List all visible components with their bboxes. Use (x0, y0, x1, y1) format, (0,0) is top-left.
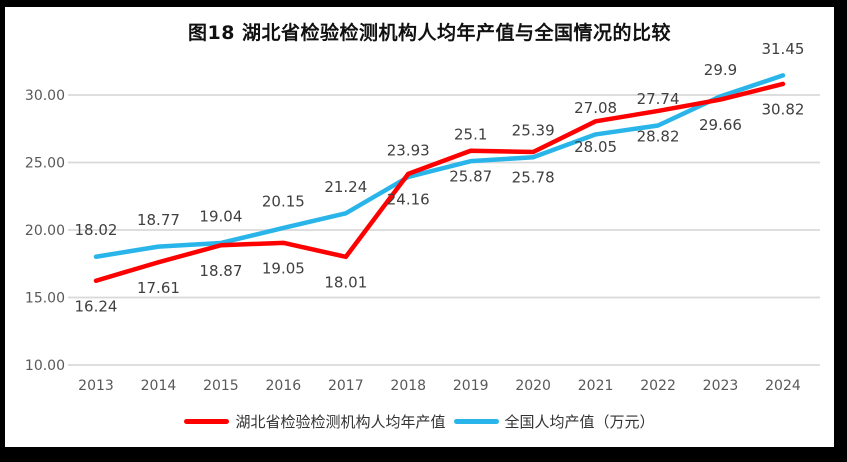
data-label: 25.1 (454, 126, 487, 144)
x-axis-tick-label: 2024 (765, 378, 801, 394)
data-label: 16.24 (75, 297, 118, 315)
data-label: 20.15 (262, 192, 305, 210)
data-label: 28.82 (637, 127, 680, 145)
series-line-1 (93, 73, 786, 259)
legend-label-national: 全国人均产值（万元） (504, 413, 655, 431)
chart-legend: 湖北省检验检测机构人均年产值 全国人均产值（万元） (5, 411, 834, 432)
y-axis-tick-label: 30.00 (25, 88, 65, 104)
x-axis-tick-label: 2022 (640, 378, 676, 394)
data-label: 17.61 (137, 279, 180, 297)
data-label: 31.45 (761, 40, 804, 58)
data-label: 30.82 (761, 100, 804, 118)
legend-label-hubei: 湖北省检验检测机构人均年产值 (235, 413, 446, 431)
chart-canvas[interactable]: 图18 湖北省检验检测机构人均年产值与全国情况的比较 30.00 25.00 20.… (5, 7, 834, 447)
data-label: 28.05 (574, 138, 617, 156)
data-label: 25.39 (512, 122, 555, 140)
data-label: 25.87 (449, 167, 492, 185)
y-axis-tick-label: 20.00 (25, 223, 65, 239)
x-axis-tick-label: 2016 (266, 378, 302, 394)
data-label: 29.66 (699, 116, 742, 134)
data-label: 25.78 (512, 168, 555, 186)
x-axis-tick-label: 2015 (203, 378, 239, 394)
data-label: 19.05 (262, 259, 305, 277)
x-axis-tick-label: 2020 (515, 378, 551, 394)
data-label: 18.02 (75, 221, 118, 239)
data-label: 21.24 (324, 178, 367, 196)
chart-title: 图18 湖北省检验检测机构人均年产值与全国情况的比较 (187, 22, 672, 44)
x-axis-tick-label: 2017 (328, 378, 364, 394)
data-label: 18.01 (324, 273, 367, 291)
x-axis-tick-label: 2019 (453, 378, 489, 394)
y-axis-tick-label: 25.00 (25, 156, 65, 172)
data-label: 23.93 (387, 141, 430, 159)
series-line-0 (93, 81, 786, 284)
y-axis-tick-label: 10.00 (25, 358, 65, 374)
data-label: 19.04 (199, 207, 242, 225)
data-label: 18.87 (199, 262, 242, 280)
x-axis-tick-label: 2013 (78, 378, 114, 394)
red-line-swatch-icon (184, 419, 230, 424)
blue-line-swatch-icon (453, 419, 499, 424)
data-label: 27.08 (574, 99, 617, 117)
x-axis-tick-label: 2023 (703, 378, 739, 394)
x-axis-tick-label: 2018 (390, 378, 426, 394)
data-label: 18.77 (137, 211, 180, 229)
legend-item-hubei: 湖北省检验检测机构人均年产值 (184, 411, 446, 432)
x-axis-tick-label: 2014 (141, 378, 177, 394)
x-axis-tick-label: 2021 (578, 378, 614, 394)
legend-item-national: 全国人均产值（万元） (453, 411, 655, 432)
data-label: 27.74 (637, 90, 680, 108)
line-chart-plot: 30.00 25.00 20.00 15.00 10.00 2013 2014 2015 201… (25, 40, 820, 394)
data-label: 29.9 (704, 61, 737, 79)
y-axis-tick-label: 15.00 (25, 291, 65, 307)
data-label: 24.16 (387, 190, 430, 208)
